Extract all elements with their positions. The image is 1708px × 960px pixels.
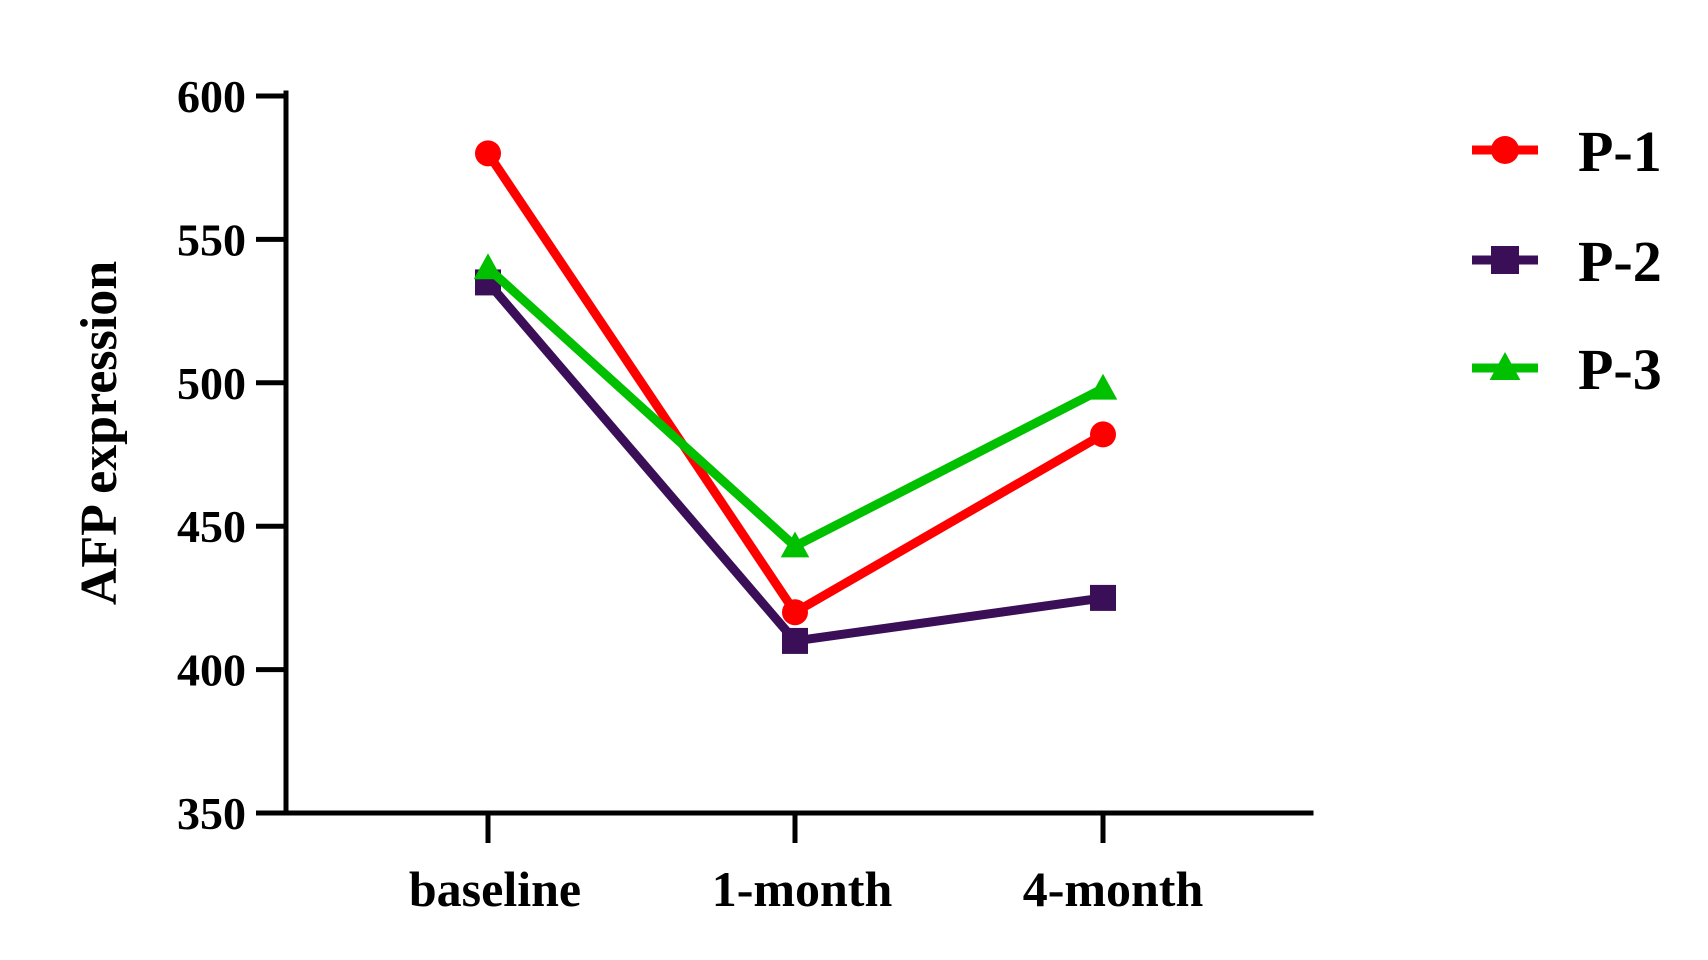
data-point: [782, 627, 808, 654]
legend-item-p-3: P-3: [1472, 337, 1662, 402]
legend-item-p-1: P-1: [1472, 119, 1662, 184]
y-tick-label: 550: [177, 214, 246, 265]
data-point: [475, 140, 501, 167]
series-line: [483, 277, 1108, 646]
data-point: [1090, 421, 1116, 448]
legend-label: P-1: [1578, 119, 1662, 184]
y-tick-label: 450: [177, 501, 246, 552]
data-point: [1090, 584, 1116, 611]
x-tick-label: 1-month: [712, 861, 893, 917]
x-tick-label: 4-month: [1023, 861, 1204, 917]
y-axis-title: AFP expression: [71, 261, 128, 605]
x-ticks: baseline 1-month 4-month: [409, 813, 1204, 917]
y-ticks: 350 400 450 500 550 600: [177, 71, 286, 839]
series-p-3: [473, 253, 1118, 558]
data-point: [1088, 373, 1118, 400]
y-tick-label: 400: [177, 645, 246, 696]
x-tick-label: baseline: [409, 861, 581, 917]
series-p-2: [475, 269, 1116, 654]
legend: P-1 P-2 P-3: [1472, 119, 1662, 402]
legend-label: P-2: [1578, 229, 1662, 294]
legend-marker: [1489, 352, 1521, 380]
y-tick-label: 350: [177, 788, 246, 839]
data-point: [473, 253, 503, 280]
series-layer: [473, 140, 1118, 654]
legend-marker: [1491, 136, 1519, 164]
series-line: [483, 263, 1108, 551]
legend-label: P-3: [1578, 337, 1662, 402]
data-point: [780, 531, 810, 558]
legend-item-p-2: P-2: [1472, 229, 1662, 294]
data-point: [782, 599, 808, 626]
axes: [283, 90, 1314, 816]
series-p-1: [475, 140, 1116, 626]
y-tick-label: 600: [177, 71, 246, 122]
legend-marker: [1491, 246, 1519, 274]
y-tick-label: 500: [177, 358, 246, 409]
